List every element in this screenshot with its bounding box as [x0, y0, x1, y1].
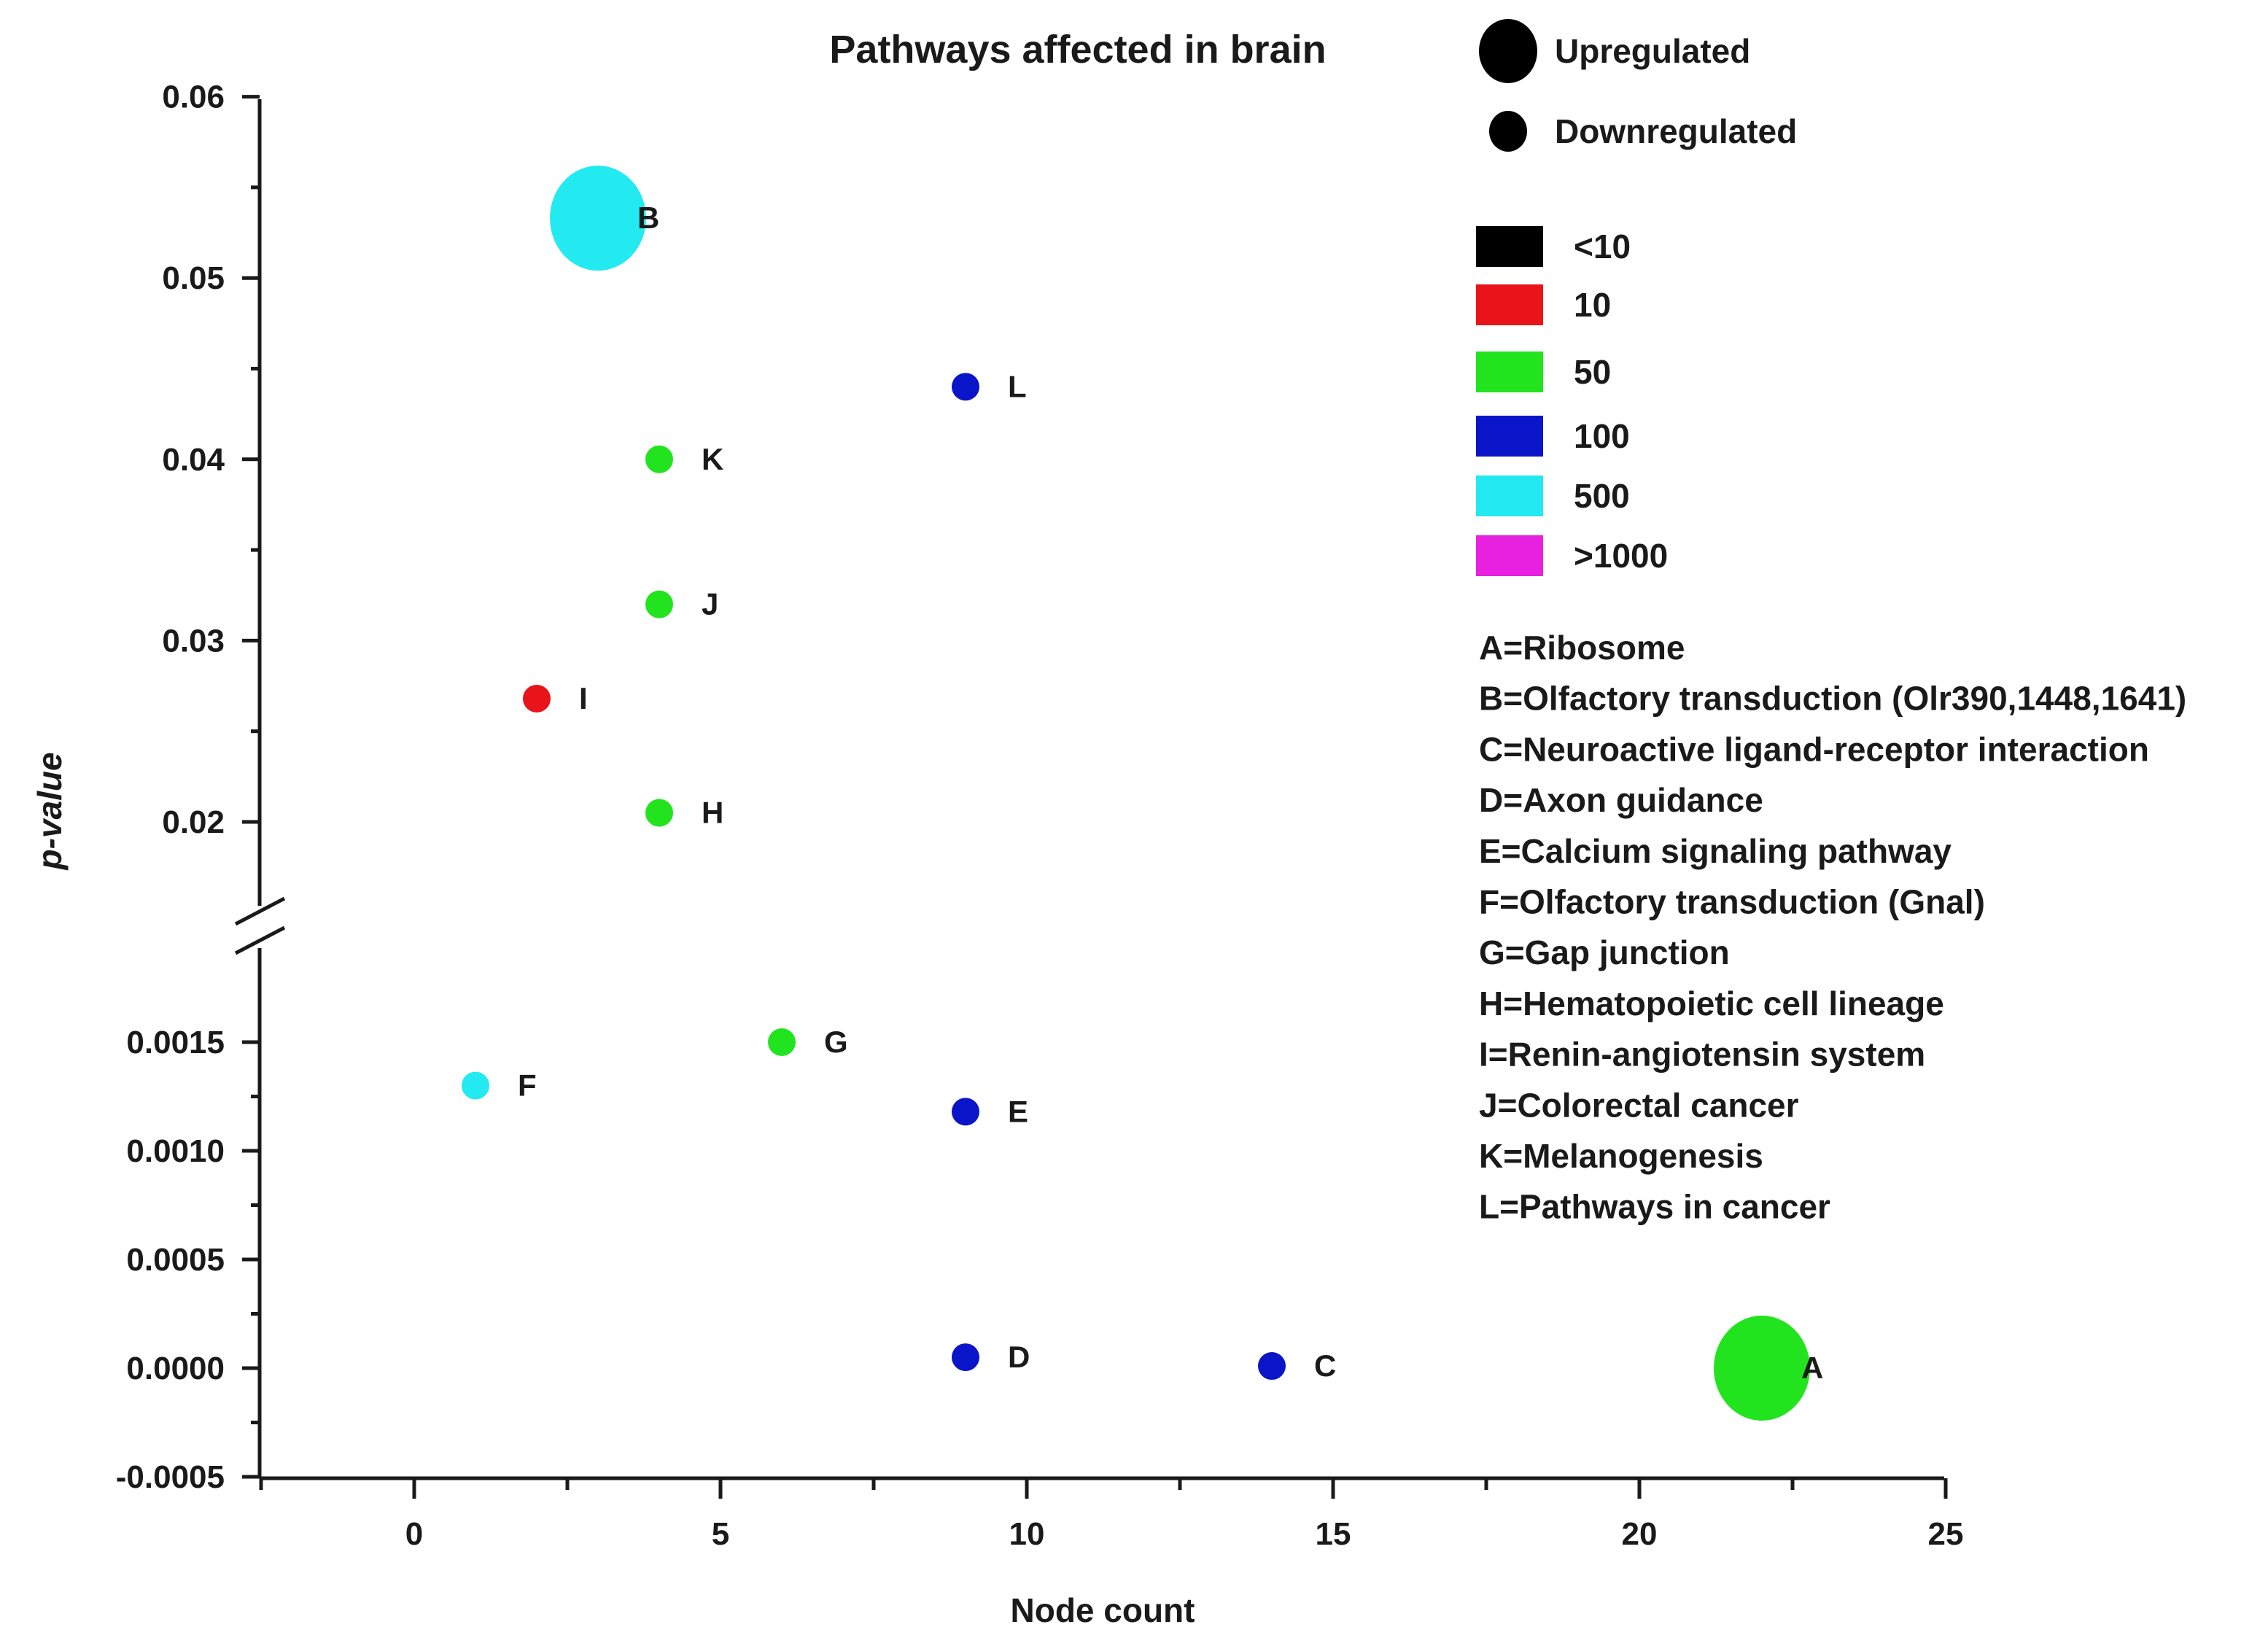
size-legend-label: Downregulated: [1555, 112, 1797, 150]
pathway-key-entry: F=Olfactory transduction (Gnal): [1479, 883, 1985, 921]
y-tick-label: 0.04: [162, 442, 225, 478]
point-label: B: [637, 201, 659, 235]
y-tick-label: 0.0005: [126, 1242, 225, 1278]
ticks: 0.02 0.03 0.04 0.05 0.06 -0.0005 0.0000 0.0005 0…: [116, 79, 1964, 1552]
color-legend-label: <10: [1574, 228, 1631, 265]
data-point: [768, 1028, 796, 1056]
size-legend-marker: [1479, 19, 1537, 83]
color-legend-swatch: [1476, 352, 1543, 392]
y-axis-title: p-value: [31, 752, 69, 871]
color-legend-label: 10: [1574, 286, 1611, 324]
data-point: [952, 1098, 979, 1126]
data-point: [462, 1071, 489, 1100]
point-label: A: [1801, 1351, 1823, 1385]
axis-break-mark-upper: [234, 896, 286, 926]
pathway-key-entry: G=Gap junction: [1479, 933, 1730, 971]
point-label: F: [518, 1068, 537, 1103]
color-legend-swatch: [1476, 226, 1543, 267]
point-label: D: [1008, 1340, 1030, 1374]
data-point: [1714, 1316, 1810, 1421]
pathway-key-entry: J=Colorectal cancer: [1479, 1086, 1799, 1124]
point-label: H: [702, 796, 723, 830]
color-legend-swatch: [1476, 416, 1543, 457]
pathway-key-entry: D=Axon guidance: [1479, 781, 1763, 819]
point-label: E: [1008, 1094, 1028, 1128]
y-tick-label: -0.0005: [116, 1459, 225, 1495]
y-tick-label: 0.0015: [126, 1025, 225, 1060]
color-legend: <10 10 50 100 500 >1000: [1476, 226, 1668, 576]
pathway-key-entry: H=Hematopoietic cell lineage: [1479, 985, 1944, 1022]
color-legend-swatch: [1476, 284, 1543, 325]
pathway-key-entry: K=Melanogenesis: [1479, 1137, 1763, 1175]
y-tick-label: 0.05: [162, 260, 225, 296]
data-point: [550, 166, 646, 271]
point-label: G: [824, 1025, 848, 1059]
color-legend-swatch: [1476, 535, 1543, 576]
pathway-key-entry: B=Olfactory transduction (Olr390,1448,16…: [1479, 680, 2186, 718]
color-legend-label: 50: [1574, 353, 1611, 391]
data-point: [952, 373, 979, 401]
data-point: [523, 684, 551, 713]
size-legend-marker: [1489, 111, 1527, 152]
x-tick-label: 15: [1316, 1516, 1351, 1552]
data-points: A B C D E F G H I J K L: [462, 166, 1823, 1421]
axes: [234, 99, 1944, 1480]
data-point: [1258, 1352, 1286, 1381]
size-legend: Upregulated Downregulated: [1479, 19, 1797, 152]
pathway-key-entry: I=Renin-angiotensin system: [1479, 1036, 1925, 1074]
x-axis-title: Node count: [1011, 1591, 1195, 1629]
x-tick-label: 10: [1009, 1516, 1045, 1552]
y-tick-label: 0.0010: [126, 1133, 225, 1169]
color-legend-label: 100: [1574, 417, 1630, 455]
point-label: K: [702, 442, 723, 476]
y-tick-label: 0.02: [162, 804, 225, 840]
x-tick-label: 5: [712, 1516, 729, 1552]
data-point: [952, 1343, 979, 1372]
point-label: C: [1314, 1348, 1336, 1383]
point-label: L: [1008, 369, 1027, 403]
x-tick-label: 0: [405, 1516, 423, 1552]
point-label: I: [579, 681, 588, 715]
pathway-key-entry: E=Calcium signaling pathway: [1479, 832, 1952, 870]
data-point: [645, 445, 673, 473]
pathway-key-entry: C=Neuroactive ligand-receptor interactio…: [1479, 730, 2149, 768]
y-tick-label: 0.06: [162, 79, 225, 115]
y-tick-label: 0.03: [162, 623, 225, 659]
point-label: J: [702, 587, 718, 621]
data-point: [645, 590, 673, 618]
x-tick-label: 20: [1622, 1516, 1658, 1552]
color-legend-swatch: [1476, 475, 1543, 516]
color-legend-label: 500: [1574, 477, 1630, 515]
x-tick-label: 25: [1928, 1516, 1964, 1552]
color-legend-label: >1000: [1574, 537, 1668, 575]
pathway-key-entry: A=Ribosome: [1479, 629, 1685, 667]
pathway-key: A=Ribosome B=Olfactory transduction (Olr3…: [1479, 629, 2186, 1226]
data-point: [645, 799, 673, 827]
y-tick-label: 0.0000: [126, 1351, 225, 1386]
axis-break-mark-lower: [234, 925, 286, 955]
size-legend-label: Upregulated: [1555, 32, 1750, 70]
chart-title: Pathways affected in brain: [829, 28, 1326, 71]
pathway-key-entry: L=Pathways in cancer: [1479, 1188, 1830, 1226]
